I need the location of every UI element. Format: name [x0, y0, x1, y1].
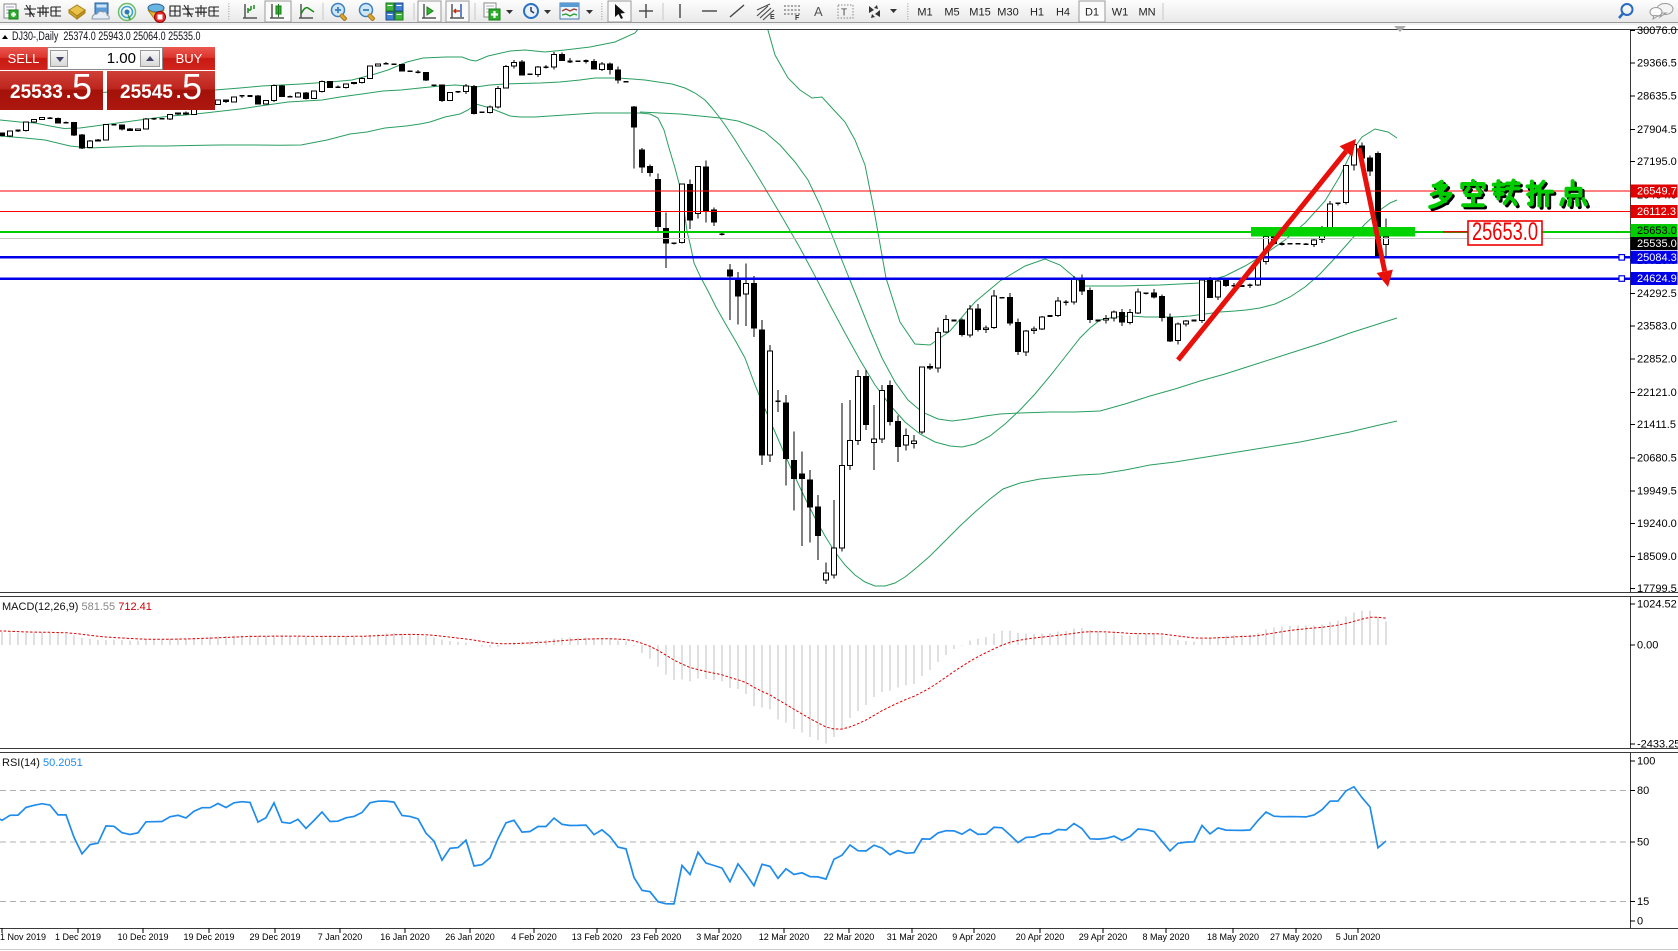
- svg-text:22852.0: 22852.0: [1637, 354, 1677, 366]
- svg-text:16 Jan 2020: 16 Jan 2020: [380, 932, 430, 942]
- svg-text:23 Feb 2020: 23 Feb 2020: [631, 932, 682, 942]
- svg-text:M5: M5: [944, 7, 959, 19]
- svg-text:A: A: [814, 4, 823, 19]
- svg-text:9 Apr 2020: 9 Apr 2020: [952, 932, 996, 942]
- svg-text:13 Feb 2020: 13 Feb 2020: [572, 932, 623, 942]
- svg-text:5 Jun 2020: 5 Jun 2020: [1336, 932, 1381, 942]
- svg-text:RSI(14) 50.2051: RSI(14) 50.2051: [2, 757, 83, 769]
- svg-text:10 Dec 2019: 10 Dec 2019: [117, 932, 168, 942]
- svg-text:18509.0: 18509.0: [1637, 551, 1677, 563]
- svg-text:22121.0: 22121.0: [1637, 387, 1677, 399]
- svg-text:18 May 2020: 18 May 2020: [1207, 932, 1259, 942]
- svg-text:27904.5: 27904.5: [1637, 124, 1677, 136]
- svg-text:1024.52: 1024.52: [1637, 599, 1677, 611]
- svg-text:25653.0: 25653.0: [1472, 218, 1538, 246]
- svg-text:24624.9: 24624.9: [1637, 273, 1677, 285]
- svg-text:29 Apr 2020: 29 Apr 2020: [1079, 932, 1128, 942]
- svg-text:0: 0: [1637, 916, 1643, 928]
- svg-text:23583.0: 23583.0: [1637, 320, 1677, 332]
- svg-text:30076.0: 30076.0: [1637, 25, 1677, 37]
- svg-text:27 May 2020: 27 May 2020: [1270, 932, 1322, 942]
- svg-text:26549.7: 26549.7: [1637, 186, 1677, 198]
- svg-text:20680.5: 20680.5: [1637, 452, 1677, 464]
- svg-text:20 Apr 2020: 20 Apr 2020: [1016, 932, 1065, 942]
- svg-text:19 Dec 2019: 19 Dec 2019: [183, 932, 234, 942]
- svg-text:22 Mar 2020: 22 Mar 2020: [824, 932, 875, 942]
- svg-text:T: T: [841, 8, 847, 19]
- svg-text:26 Jan 2020: 26 Jan 2020: [445, 932, 495, 942]
- svg-text:MACD(12,26,9) 581.55 712.41: MACD(12,26,9) 581.55 712.41: [2, 601, 152, 613]
- svg-text:12 Mar 2020: 12 Mar 2020: [759, 932, 810, 942]
- svg-text:21411.5: 21411.5: [1637, 419, 1676, 431]
- svg-text:29366.5: 29366.5: [1637, 58, 1677, 70]
- svg-text:MN: MN: [1138, 7, 1155, 19]
- svg-text:26112.3: 26112.3: [1637, 206, 1676, 218]
- svg-text:15: 15: [1637, 896, 1649, 908]
- svg-text:50: 50: [1637, 836, 1649, 848]
- svg-text:25084.3: 25084.3: [1637, 252, 1677, 264]
- svg-text:29 Dec 2019: 29 Dec 2019: [249, 932, 300, 942]
- svg-text:F: F: [795, 15, 800, 22]
- svg-text:-2433.25: -2433.25: [1637, 739, 1678, 751]
- svg-text:D1: D1: [1085, 7, 1099, 19]
- svg-text:4 Feb 2020: 4 Feb 2020: [511, 932, 557, 942]
- svg-text:M30: M30: [997, 7, 1018, 19]
- svg-text:3 Mar 2020: 3 Mar 2020: [696, 932, 742, 942]
- svg-text:E: E: [770, 14, 775, 21]
- svg-text:H4: H4: [1056, 7, 1070, 19]
- svg-text:80: 80: [1637, 785, 1649, 797]
- svg-text:0.00: 0.00: [1637, 640, 1658, 652]
- svg-text:M1: M1: [917, 7, 932, 19]
- svg-text:100: 100: [1637, 756, 1655, 768]
- svg-text:25653.0: 25653.0: [1637, 225, 1677, 237]
- svg-text:17799.5: 17799.5: [1637, 583, 1677, 595]
- svg-text:25535.0: 25535.0: [1637, 238, 1677, 250]
- svg-text:W1: W1: [1112, 7, 1129, 19]
- svg-text:M15: M15: [969, 7, 990, 19]
- svg-text:7 Jan 2020: 7 Jan 2020: [318, 932, 363, 942]
- svg-text:H1: H1: [1030, 7, 1044, 19]
- svg-text:28635.5: 28635.5: [1637, 91, 1677, 103]
- svg-text:19240.0: 19240.0: [1637, 518, 1677, 530]
- svg-text:24292.5: 24292.5: [1637, 288, 1677, 300]
- svg-text:8 May 2020: 8 May 2020: [1142, 932, 1189, 942]
- svg-text:27195.0: 27195.0: [1637, 156, 1677, 168]
- svg-text:19949.5: 19949.5: [1637, 486, 1677, 498]
- svg-text:31 Mar 2020: 31 Mar 2020: [887, 932, 938, 942]
- svg-text:1 Dec 2019: 1 Dec 2019: [55, 932, 101, 942]
- svg-text:1 Nov 2019: 1 Nov 2019: [0, 932, 46, 942]
